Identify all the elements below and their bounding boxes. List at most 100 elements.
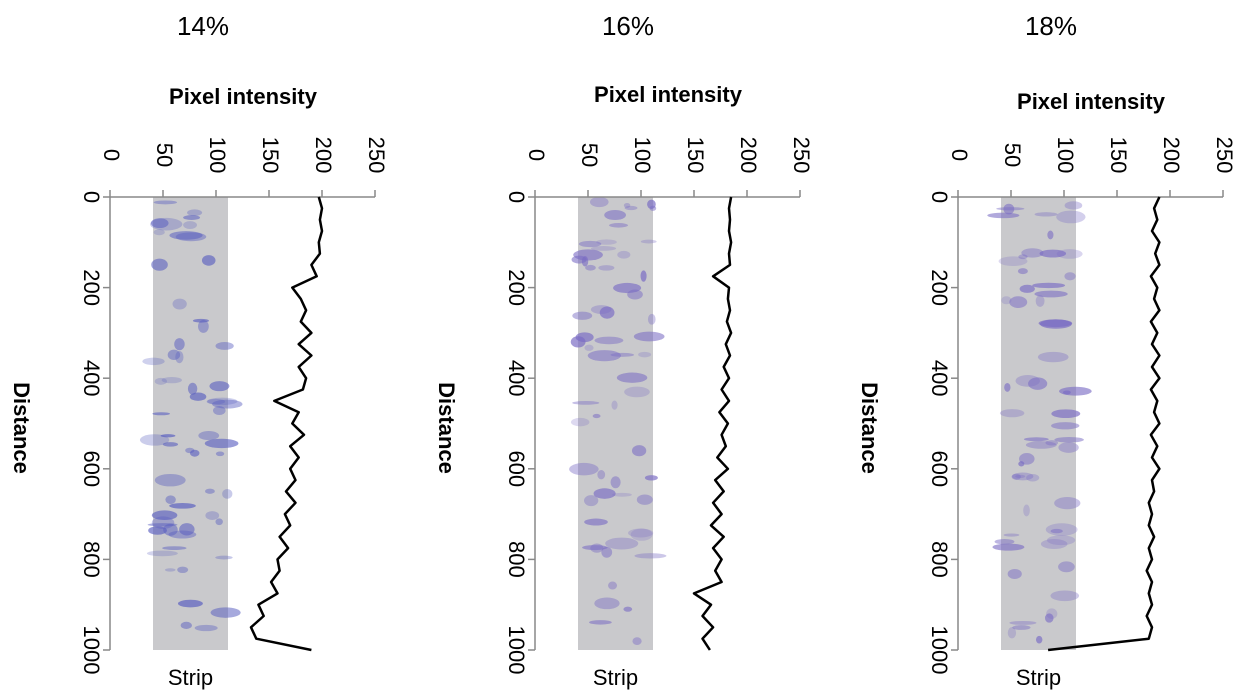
strip-texture	[187, 209, 203, 216]
strip-texture	[599, 306, 615, 319]
strip-texture	[177, 599, 203, 608]
strip-texture	[632, 637, 642, 645]
strip-texture	[582, 545, 608, 551]
strip-texture	[150, 218, 169, 229]
strip-texture	[148, 526, 167, 535]
strip-texture	[601, 546, 613, 558]
strip-texture	[589, 196, 609, 208]
y-tick-label: 0	[947, 149, 972, 161]
strip-texture	[994, 539, 1015, 545]
chart-title: 18%	[1025, 11, 1077, 41]
strip-texture	[578, 240, 602, 248]
y-tick-label: 50	[577, 143, 602, 167]
strip-texture	[1025, 441, 1057, 449]
strip-texture	[587, 350, 622, 362]
strip-texture	[1054, 436, 1084, 443]
strip-texture	[169, 231, 203, 240]
strip-texture	[1051, 422, 1080, 430]
x-tick-label: 0	[504, 191, 529, 203]
strip-texture	[160, 434, 176, 438]
strip-texture	[612, 492, 632, 497]
strip-texture	[146, 550, 178, 557]
y-tick-label: 100	[630, 137, 655, 174]
strip-texture	[999, 409, 1025, 418]
y-axis-title: Pixel intensity	[594, 82, 743, 107]
strip-texture	[222, 488, 233, 499]
strip-label: Strip	[1016, 665, 1061, 690]
strip-texture	[638, 351, 652, 358]
strip-texture	[1026, 474, 1040, 482]
x-tick-label: 200	[927, 269, 952, 306]
strip-texture	[139, 434, 170, 446]
strip-texture	[142, 357, 165, 366]
strip-texture	[1032, 282, 1066, 289]
strip-texture	[147, 523, 178, 527]
strip-texture	[584, 344, 594, 351]
strip-texture	[1046, 535, 1076, 546]
strip-texture	[175, 350, 184, 364]
y-tick-label: 200	[736, 137, 761, 174]
x-axis-title: Distance	[857, 382, 882, 474]
chart-title: 14%	[177, 11, 229, 41]
strip-label: Strip	[168, 665, 213, 690]
strip-texture	[215, 451, 225, 457]
strip-texture	[1034, 290, 1068, 298]
strip-texture	[592, 413, 601, 419]
panel: 16% Pixel intensity Distance Strip 0 50 100 150…	[434, 11, 814, 690]
strip-texture	[180, 621, 192, 629]
x-tick-label: 1000	[79, 626, 104, 675]
x-tick-label: 800	[79, 541, 104, 578]
y-tick-label: 200	[311, 137, 336, 174]
strip-image	[578, 197, 653, 650]
strip-texture	[167, 349, 181, 361]
y-tick-label: 150	[1106, 137, 1131, 174]
strip-texture	[192, 318, 209, 323]
strip-texture	[179, 523, 195, 536]
strip-texture	[610, 352, 635, 357]
x-tick-label: 600	[504, 450, 529, 487]
strip-texture	[598, 265, 615, 271]
strip-texture	[623, 606, 633, 612]
strip-texture	[1034, 212, 1058, 217]
strip-texture	[165, 495, 176, 504]
strip-texture	[201, 255, 216, 266]
strip-texture	[153, 200, 178, 205]
y-tick-label: 100	[205, 137, 230, 174]
strip-texture	[1038, 319, 1073, 328]
x-tick-label: 400	[927, 360, 952, 397]
strip-texture	[1037, 351, 1069, 363]
strip-texture	[1050, 590, 1080, 602]
strip-texture	[153, 229, 165, 236]
strip-texture	[1018, 254, 1028, 260]
strip-texture	[163, 523, 178, 536]
strip-texture	[613, 282, 642, 294]
intensity-line	[692, 196, 733, 651]
strip-texture	[154, 473, 186, 487]
strip-texture	[594, 336, 624, 345]
strip-texture	[633, 331, 665, 342]
strip-texture	[640, 239, 657, 244]
strip-texture	[1035, 295, 1045, 307]
strip-texture	[1035, 635, 1043, 644]
strip-texture	[210, 607, 241, 618]
y-tick-label: 250	[1212, 137, 1237, 174]
strip-texture	[1009, 620, 1037, 625]
strip-texture	[624, 386, 650, 398]
strip-texture	[1012, 472, 1034, 481]
chart-title: 16%	[602, 11, 654, 41]
strip-texture	[584, 495, 599, 507]
y-tick-label: 0	[99, 149, 124, 161]
strip-texture	[589, 620, 612, 625]
x-tick-label: 400	[504, 360, 529, 397]
strip-label: Strip	[593, 665, 638, 690]
strip-texture	[585, 264, 596, 271]
strip-texture	[205, 511, 220, 520]
strip-texture	[584, 518, 608, 526]
strip-texture	[212, 399, 243, 409]
strip-image	[153, 197, 228, 650]
strip-texture	[183, 221, 197, 229]
strip-texture	[570, 336, 586, 348]
strip-texture	[213, 406, 226, 416]
strip-texture	[608, 581, 618, 590]
